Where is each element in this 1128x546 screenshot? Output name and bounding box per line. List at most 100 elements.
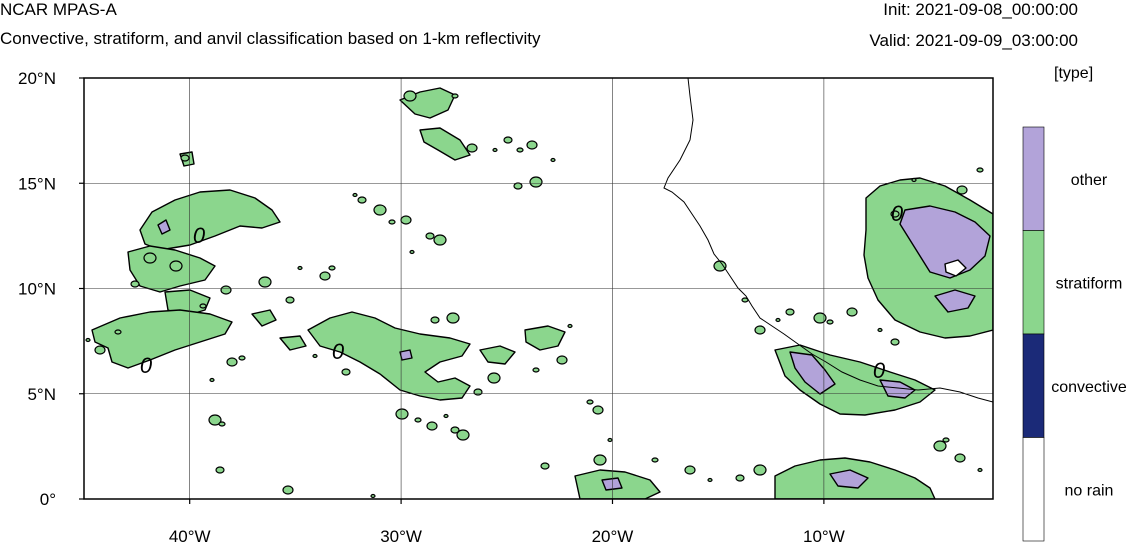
stratiform-area (524, 325, 566, 351)
legend-label-no-rain: no rain (1065, 482, 1114, 499)
rain-cell (877, 327, 883, 333)
rain-cell (433, 234, 447, 246)
plot-subtitle: Convective, stratiform, and anvil classi… (0, 29, 541, 48)
contour-labels: 0 0 0 0 0 (140, 201, 904, 383)
legend-label-convective: convective (1051, 379, 1127, 396)
rain-cell (526, 140, 538, 150)
longitude-label: 10°W (803, 527, 845, 546)
rain-cell (143, 252, 157, 264)
rain-cell (753, 464, 767, 476)
rain-cell (550, 157, 556, 163)
legend-label-other: other (1071, 172, 1108, 189)
rain-cell (297, 265, 303, 271)
legend-swatch-stratiform (1022, 230, 1045, 335)
rain-cell (954, 453, 966, 463)
rain-cell (593, 454, 607, 466)
rain-cell (114, 329, 122, 335)
rain-cell (352, 192, 358, 198)
rain-cell (586, 399, 594, 405)
rain-cell (209, 377, 215, 383)
other-area (399, 349, 413, 361)
other-area (601, 477, 623, 491)
rain-cell (218, 421, 226, 427)
rain-cell (180, 154, 190, 162)
rain-cell (503, 136, 513, 144)
stratiform-area (164, 289, 211, 317)
legend-swatch-convective (1022, 333, 1045, 438)
rain-cell (933, 440, 947, 452)
contour-label: 0 (891, 201, 904, 226)
rain-cell (85, 337, 91, 343)
rain-cell (285, 296, 295, 304)
rain-cell (312, 353, 318, 359)
stratiform-area (139, 189, 281, 251)
rain-cell (341, 368, 351, 376)
rain-cell (226, 357, 238, 367)
rain-cell (357, 196, 367, 204)
rain-cell (567, 323, 573, 329)
rain-cell (443, 413, 449, 419)
longitude-label: 20°W (592, 527, 634, 546)
latitude-label: 15°N (18, 174, 56, 193)
rain-cell (487, 372, 501, 384)
rain-cell (319, 271, 331, 281)
rain-cell (713, 260, 727, 272)
rain-cell (395, 408, 409, 420)
init-time: Init: 2021-09-08_00:00:00 (883, 0, 1078, 19)
rain-cell (492, 147, 498, 153)
stratiform-area (419, 127, 471, 161)
contour-label: 0 (140, 353, 153, 378)
rain-cell (540, 462, 550, 470)
rain-cell (258, 276, 272, 288)
rain-cell (942, 437, 950, 443)
rain-cell (169, 260, 183, 272)
rain-cell (94, 345, 106, 355)
stratiform-area (307, 311, 471, 401)
rain-cell (370, 493, 376, 499)
stratiform-area (91, 309, 233, 369)
no-rain-hole (944, 259, 967, 277)
rain-cell (826, 319, 834, 325)
map-gridlines (84, 78, 993, 499)
map-axes: 20°N 15°N 10°N 5°N 0° 40°W 30°W 20°W 10°W (18, 69, 845, 546)
rain-cell (592, 405, 604, 415)
rain-cell (215, 466, 225, 474)
rain-cell (403, 90, 417, 102)
latitude-label: 10°N (18, 280, 56, 299)
rain-cell (388, 219, 396, 225)
contour-label: 0 (873, 358, 886, 383)
rain-cell (238, 355, 246, 361)
rain-cell (446, 312, 460, 324)
rain-cell (282, 485, 294, 495)
other-area (899, 205, 991, 279)
stratiform-area (279, 335, 307, 351)
rain-cell (556, 355, 568, 365)
legend-label-stratiform: stratiform (1056, 275, 1123, 292)
rain-cell (529, 176, 543, 188)
rain-cell (409, 249, 415, 255)
rain-cell (532, 367, 540, 373)
longitude-label: 40°W (169, 527, 211, 546)
scattered-cells (85, 90, 984, 499)
valid-time: Valid: 2021-09-09_03:00:00 (869, 31, 1078, 50)
rain-cell (400, 215, 412, 225)
rain-cell (813, 312, 827, 324)
rain-cell (911, 177, 917, 183)
rain-cell (430, 316, 440, 324)
stratiform-area (479, 345, 516, 365)
rain-cell (328, 265, 336, 271)
rain-cell (450, 426, 460, 434)
rain-cell (208, 414, 222, 426)
legend-colorbar: other stratiform convective no rain (1022, 126, 1127, 542)
coastline (663, 78, 993, 403)
rain-cell (414, 417, 422, 423)
rain-cell (473, 388, 483, 396)
rain-cell (220, 285, 232, 295)
rain-cell (456, 429, 470, 441)
rain-cell (890, 210, 900, 218)
longitude-label: 30°W (380, 527, 422, 546)
rain-cell (754, 325, 766, 335)
rain-cell (373, 204, 387, 216)
stratiform-area (251, 309, 277, 327)
